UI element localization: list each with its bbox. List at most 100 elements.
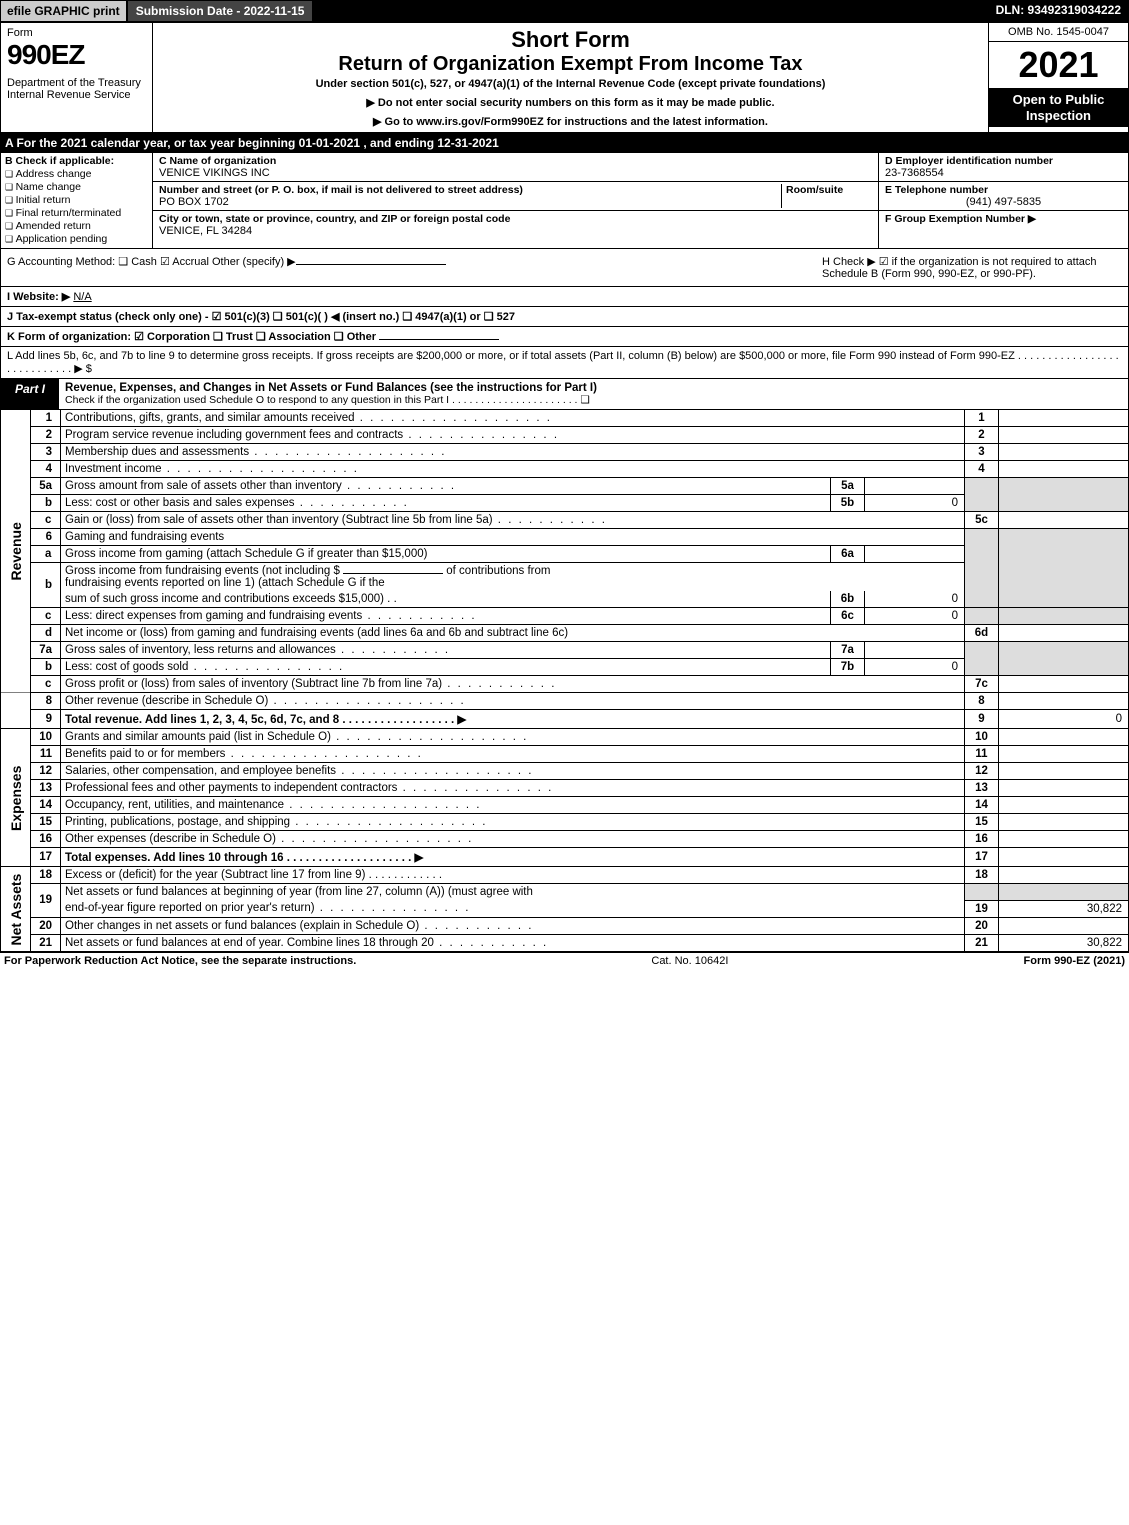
r19-box: 19	[965, 900, 999, 917]
phone-value: (941) 497-5835	[885, 196, 1122, 208]
section-bcdef: B Check if applicable: Address change Na…	[0, 153, 1129, 249]
inspection-badge: Open to Public Inspection	[989, 88, 1128, 127]
r5b-samt: 0	[865, 495, 965, 512]
chk-amended-return[interactable]: Amended return	[5, 220, 148, 232]
d-label: D Employer identification number	[885, 155, 1053, 167]
r8-box: 8	[965, 693, 999, 710]
r7c-desc: Gross profit or (loss) from sales of inv…	[61, 676, 965, 693]
r7c-box: 7c	[965, 676, 999, 693]
r14-box: 14	[965, 797, 999, 814]
side-blank	[1, 693, 31, 729]
r7c-amt	[999, 676, 1129, 693]
r6a-samt	[865, 546, 965, 563]
r17-bold: Total expenses. Add lines 10 through 16 …	[65, 852, 423, 864]
line-h: H Check ▶ ☑ if the organization is not r…	[822, 255, 1122, 280]
form-id-block: Form 990EZ Department of the Treasury In…	[1, 23, 153, 132]
chk-final-return[interactable]: Final return/terminated	[5, 207, 148, 219]
r19-gray2	[999, 884, 1129, 901]
footer-center: Cat. No. 10642I	[356, 955, 1023, 967]
chk-application-pending[interactable]: Application pending	[5, 233, 148, 245]
part-1-label: Part I	[1, 379, 59, 409]
r9-desc: Total revenue. Add lines 1, 2, 3, 4, 5c,…	[61, 710, 965, 729]
title-return: Return of Organization Exempt From Incom…	[159, 53, 982, 76]
r11-box: 11	[965, 746, 999, 763]
r6d-num: d	[31, 625, 61, 642]
r8-num: 8	[31, 693, 61, 710]
r6d-box: 6d	[965, 625, 999, 642]
r4-box: 4	[965, 461, 999, 478]
r7a-desc: Gross sales of inventory, less returns a…	[61, 642, 831, 659]
r21-box: 21	[965, 934, 999, 951]
room-label: Room/suite	[786, 184, 843, 196]
r5a-sbox: 5a	[831, 478, 865, 495]
r18-desc: Excess or (deficit) for the year (Subtra…	[61, 867, 965, 884]
e-label: E Telephone number	[885, 184, 988, 196]
section-b: B Check if applicable: Address change Na…	[1, 153, 153, 248]
r5a-num: 5a	[31, 478, 61, 495]
r11-amt	[999, 746, 1129, 763]
r7c-num: c	[31, 676, 61, 693]
side-expenses: Expenses	[1, 729, 31, 867]
form-meta-block: OMB No. 1545-0047 2021 Open to Public In…	[988, 23, 1128, 132]
r20-box: 20	[965, 917, 999, 934]
r1-amt	[999, 410, 1129, 427]
r6a-sbox: 6a	[831, 546, 865, 563]
efile-print-button[interactable]: efile GRAPHIC print	[0, 0, 127, 22]
r6b-sbox: 6b	[831, 591, 865, 608]
r13-desc: Professional fees and other payments to …	[61, 780, 965, 797]
chk-name-change[interactable]: Name change	[5, 181, 148, 193]
r15-box: 15	[965, 814, 999, 831]
r7ab-gray	[965, 642, 999, 676]
line-i: I Website: ▶ N/A	[0, 287, 1129, 307]
r6d-desc: Net income or (loss) from gaming and fun…	[61, 625, 965, 642]
r13-num: 13	[31, 780, 61, 797]
r6-desc: Gaming and fundraising events	[61, 529, 965, 546]
r18-num: 18	[31, 867, 61, 884]
r7b-num: b	[31, 659, 61, 676]
r14-desc: Occupancy, rent, utilities, and maintena…	[61, 797, 965, 814]
r17-box: 17	[965, 848, 999, 867]
r15-num: 15	[31, 814, 61, 831]
line-l: L Add lines 5b, 6c, and 7b to line 9 to …	[0, 347, 1129, 379]
r6-gray	[965, 529, 999, 608]
dln: DLN: 93492319034222	[988, 0, 1129, 22]
r10-amt	[999, 729, 1129, 746]
r9-bold: Total revenue. Add lines 1, 2, 3, 4, 5c,…	[65, 714, 466, 726]
page-footer: For Paperwork Reduction Act Notice, see …	[0, 952, 1129, 969]
r7a-samt	[865, 642, 965, 659]
r6-num: 6	[31, 529, 61, 546]
r16-amt	[999, 831, 1129, 848]
r6c-gray	[965, 608, 999, 625]
r5b-desc: Less: cost or other basis and sales expe…	[61, 495, 831, 512]
chk-initial-return[interactable]: Initial return	[5, 194, 148, 206]
r19-gray	[965, 884, 999, 901]
r4-amt	[999, 461, 1129, 478]
r20-num: 20	[31, 917, 61, 934]
omb-number: OMB No. 1545-0047	[989, 23, 1128, 42]
r15-desc: Printing, publications, postage, and shi…	[61, 814, 965, 831]
r9-amt: 0	[999, 710, 1129, 729]
r6c-num: c	[31, 608, 61, 625]
form-header: Form 990EZ Department of the Treasury In…	[0, 22, 1129, 133]
r17-desc: Total expenses. Add lines 10 through 16 …	[61, 848, 965, 867]
r4-desc: Investment income	[61, 461, 965, 478]
chk-address-change[interactable]: Address change	[5, 168, 148, 180]
r6b-samt: 0	[865, 591, 965, 608]
r9-box: 9	[965, 710, 999, 729]
r7a-sbox: 7a	[831, 642, 865, 659]
title-goto-link[interactable]: ▶ Go to www.irs.gov/Form990EZ for instru…	[159, 115, 982, 128]
r10-num: 10	[31, 729, 61, 746]
r13-box: 13	[965, 780, 999, 797]
r5c-box: 5c	[965, 512, 999, 529]
part-1-title-text: Revenue, Expenses, and Changes in Net As…	[65, 382, 597, 394]
r7ab-gray2	[999, 642, 1129, 676]
addr-value: PO BOX 1702	[159, 196, 229, 208]
r3-desc: Membership dues and assessments	[61, 444, 965, 461]
r14-num: 14	[31, 797, 61, 814]
section-c: C Name of organization VENICE VIKINGS IN…	[153, 153, 878, 248]
city-label: City or town, state or province, country…	[159, 213, 510, 225]
r1-desc: Contributions, gifts, grants, and simila…	[61, 410, 965, 427]
side-net-assets: Net Assets	[1, 867, 31, 952]
r20-desc: Other changes in net assets or fund bala…	[61, 917, 965, 934]
part-1-sub: Check if the organization used Schedule …	[65, 394, 1122, 406]
